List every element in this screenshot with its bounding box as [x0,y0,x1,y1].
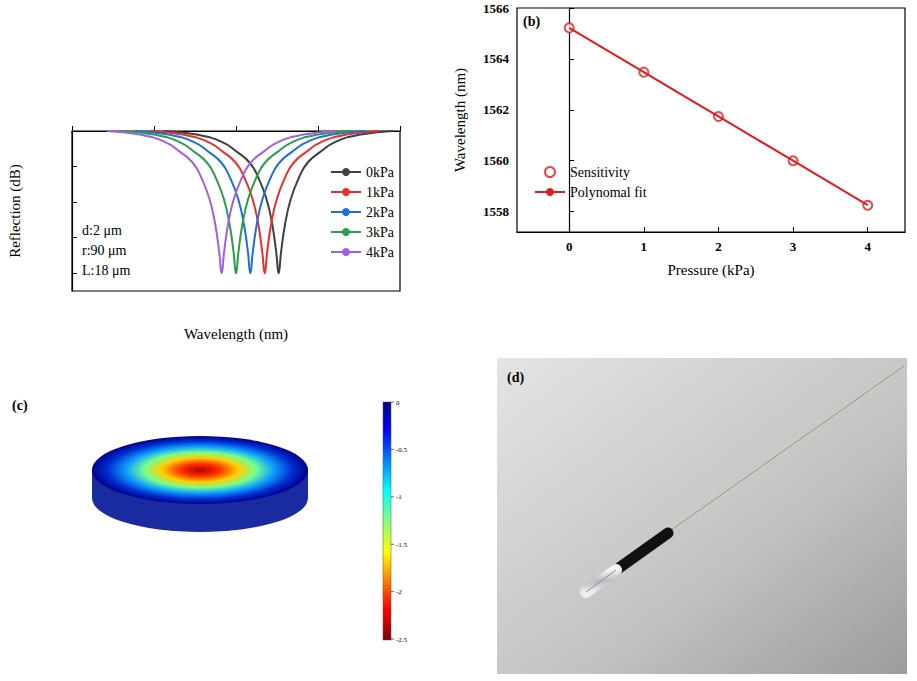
svg-text:0: 0 [396,399,400,407]
svg-text:0kPa: 0kPa [366,165,395,180]
svg-text:1564: 1564 [483,51,510,66]
svg-text:-2: -2 [396,588,402,596]
svg-text:2: 2 [715,239,722,254]
svg-text:d:2 μm: d:2 μm [82,223,122,238]
svg-text:1562: 1562 [483,102,509,117]
svg-text:Wavelength (nm): Wavelength (nm) [184,326,288,343]
svg-text:-0.5: -0.5 [396,446,408,454]
svg-text:-1: -1 [396,493,402,501]
svg-text:1: 1 [641,239,648,254]
svg-text:Sensitivity: Sensitivity [570,165,630,180]
svg-text:Pressure (kPa): Pressure (kPa) [667,262,754,279]
svg-text:Wavelength (nm): Wavelength (nm) [452,68,469,172]
svg-text:3kPa: 3kPa [366,225,395,240]
svg-text:-1.5: -1.5 [396,541,408,549]
svg-text:1560: 1560 [483,153,509,168]
svg-text:4: 4 [864,239,871,254]
svg-text:2kPa: 2kPa [366,205,395,220]
svg-text:0: 0 [566,239,573,254]
svg-text:(b): (b) [523,14,540,30]
svg-text:Polynomal fit: Polynomal fit [570,185,647,200]
svg-text:3: 3 [790,239,797,254]
svg-text:Reflection (dB): Reflection (dB) [7,164,24,258]
svg-text:4kPa: 4kPa [366,245,395,260]
svg-text:r:90 μm: r:90 μm [82,243,127,258]
svg-text:1566: 1566 [483,1,510,16]
svg-text:L:18 μm: L:18 μm [82,263,130,278]
svg-text:1558: 1558 [483,204,510,219]
svg-text:-2.5: -2.5 [396,636,408,644]
svg-text:1kPa: 1kPa [366,185,395,200]
svg-text:(c): (c) [12,398,28,414]
svg-text:(d): (d) [507,370,524,386]
